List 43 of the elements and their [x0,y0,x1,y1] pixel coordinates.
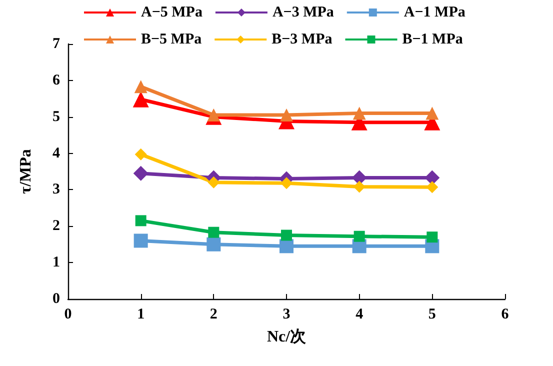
y-tick-label: 7 [52,36,60,52]
y-tick-label: 4 [52,145,60,162]
y-tick-label: 0 [52,291,60,307]
point [132,91,149,108]
point [352,106,366,120]
x-tick-label: 2 [210,306,218,322]
point [426,106,439,120]
y-tick-label: 5 [52,108,60,125]
point [133,166,148,181]
point [353,180,366,193]
legend-label: B−5 MPa [141,32,202,48]
x-tick-label: 0 [64,306,72,322]
x-tick-label: 6 [501,306,510,322]
point [208,226,220,238]
point [426,181,438,194]
y-tick-label: 6 [52,72,60,88]
legend-label: A−1 MPa [404,4,466,20]
x-tick-label: 1 [137,306,145,322]
x-tick-label: 5 [428,306,436,322]
y-axis-title: τ/MPa [18,149,34,194]
point [207,108,220,122]
y-tick-label: 1 [52,254,60,271]
point [354,230,365,242]
x-axis-title: Nc/次 [266,328,308,346]
point [426,232,438,243]
legend-label: A−3 MPa [272,4,334,20]
point [134,148,147,160]
point [280,108,293,122]
point [134,234,148,248]
x-tick-label: 4 [356,306,364,322]
legend-label: A−5 MPa [141,4,203,20]
point [135,215,146,226]
point [280,177,292,190]
point [208,176,220,188]
point [281,230,292,241]
point [134,80,148,94]
point [424,170,440,186]
legend-label: B−3 MPa [272,32,333,48]
y-tick-label: 3 [52,182,60,198]
point [206,237,221,252]
x-tick-label: 3 [282,306,290,322]
legend-label: B−1 MPa [402,32,464,48]
y-tick-label: 2 [52,218,60,234]
